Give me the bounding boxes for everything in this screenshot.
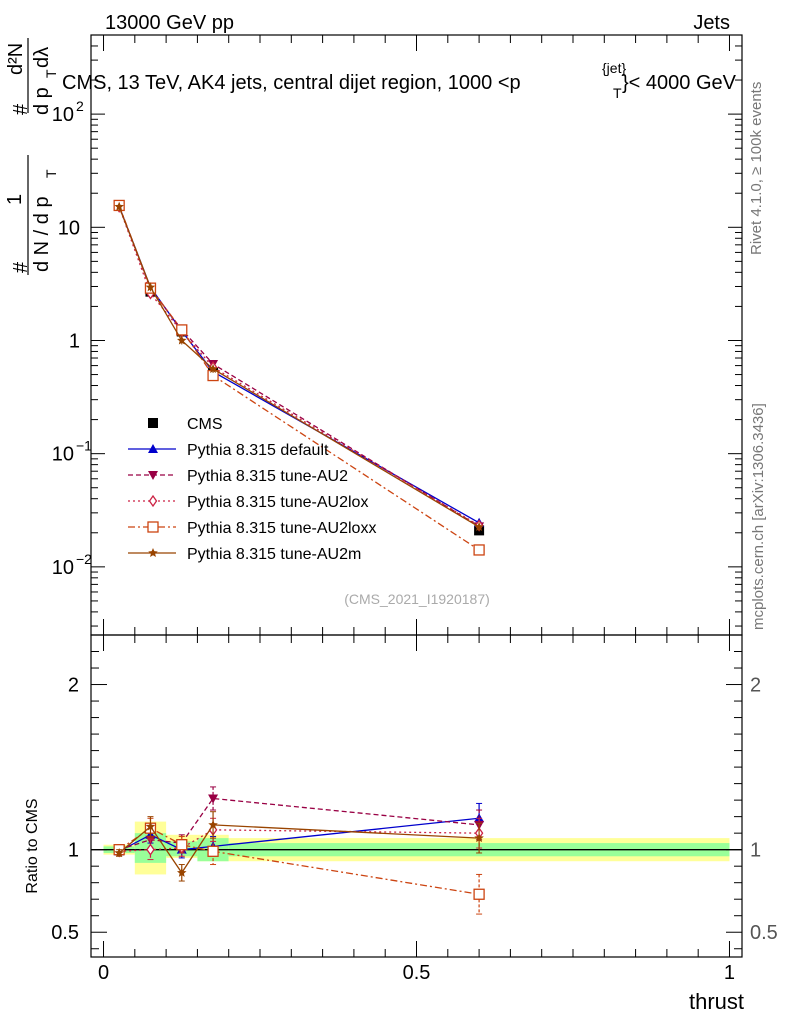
ratio-series-point-4	[474, 833, 484, 843]
main-series-point-4	[474, 521, 484, 532]
ratio-series-point-2	[146, 843, 155, 856]
legend-marker-2	[148, 494, 158, 508]
ratio-ytick-label-right: 0.5	[750, 922, 778, 944]
legend-label-1: Pythia 8.315 tune-AU2	[187, 468, 348, 485]
rivet-label: Rivet 4.1.0, ≥ 100k events	[748, 82, 765, 255]
ratio-ytick-label-right: 2	[750, 675, 761, 697]
header-left: 13000 GeV pp	[105, 12, 234, 34]
ratio-frame	[90, 634, 743, 958]
legend-label-0: Pythia 8.315 default	[187, 442, 329, 459]
legend-marker-3	[147, 521, 159, 533]
main-ytick-label: 10	[52, 444, 74, 466]
plot-title-sup: {jet}	[602, 60, 626, 76]
main-ytick-label: 10	[58, 217, 80, 239]
ratio-series-point-3	[473, 888, 485, 900]
main-ytick-exponent: −1	[76, 438, 92, 454]
ratio-ytick-label-left: 2	[68, 675, 79, 697]
main-frame	[90, 34, 743, 636]
ratio-series-point-1	[208, 794, 219, 804]
ratio-ytick-label-left: 0.5	[51, 922, 79, 944]
ylabel-den: d p	[31, 87, 53, 115]
plot-title-main: CMS, 13 TeV, AK4 jets, central dijet reg…	[62, 72, 521, 94]
legend-label-4: Pythia 8.315 tune-AU2m	[187, 546, 361, 563]
ratio-series-point-4	[145, 821, 156, 831]
ylabel-hash-2: #	[10, 103, 32, 115]
legend-marker-4	[148, 548, 158, 558]
ylabel-den-tail: dλ	[31, 47, 53, 68]
main-series-point-4	[177, 335, 187, 345]
xtick-label: 0.5	[403, 962, 431, 984]
main-series-point-4	[208, 363, 218, 374]
legend-marker-1	[148, 471, 158, 480]
xtick-label: 1	[724, 962, 735, 984]
legend-label-3: Pythia 8.315 tune-AU2loxx	[187, 520, 376, 537]
xlabel: thrust	[689, 989, 744, 1014]
ratio-series-point-4	[208, 819, 218, 829]
legend: CMS Pythia 8.315 default Pythia 8.315 tune…	[128, 416, 376, 563]
ratio-ytick-label-right: 1	[750, 840, 761, 862]
main-ytick-exponent: −2	[76, 551, 92, 567]
main-ytick-label: 10	[52, 104, 74, 126]
legend-marker-0	[148, 444, 158, 453]
ratio-series-point-4	[114, 847, 124, 858]
ylabel-one: 1	[4, 194, 26, 205]
plot-title-sub: T	[613, 85, 622, 101]
main-ytick-label: 1	[69, 330, 80, 352]
watermark: (CMS_2021_I1920187)	[344, 591, 490, 607]
main-ytick-label: 10	[52, 557, 74, 579]
ylabel-hash-1: #	[10, 261, 32, 273]
ratio-series-point-3	[176, 839, 188, 851]
header-right: Jets	[693, 12, 730, 34]
main-series-point-4	[114, 201, 124, 211]
ylabel-dN-sub: T	[43, 169, 59, 178]
ratio-ylabel: Ratio to CMS	[24, 798, 41, 893]
main-ylabel: # 1 d N / d p T # d²N d p T dλ	[4, 38, 59, 275]
ratio-panel: 0 0.5 1 0.5 0.5 1 1 2 2	[51, 634, 778, 984]
plot-title: CMS, 13 TeV, AK4 jets, central dijet reg…	[62, 60, 737, 101]
legend-label-cms: CMS	[187, 416, 223, 433]
mcplots-label: mcplots.cern.ch [arXiv:1306.3436]	[750, 403, 767, 630]
main-series-point-4	[145, 282, 156, 292]
main-ytick-exponent: 2	[76, 98, 84, 114]
ylabel-dN: d N / d p	[31, 196, 53, 272]
ylabel-den-sub: T	[43, 69, 59, 78]
plot-title-tail: }< 4000 GeV	[622, 72, 737, 94]
legend-marker-cms	[148, 418, 158, 428]
ratio-series-point-3	[207, 845, 219, 857]
legend-label-2: Pythia 8.315 tune-AU2lox	[187, 494, 368, 511]
ratio-series-point-4	[177, 867, 187, 877]
ylabel-num: d²N	[5, 43, 27, 75]
main-series-point-3	[473, 544, 485, 556]
xtick-label: 0	[98, 962, 109, 984]
ratio-series-line-2	[119, 829, 480, 852]
main-series-point-3	[176, 324, 188, 336]
ratio-ytick-label-left: 1	[68, 840, 79, 862]
